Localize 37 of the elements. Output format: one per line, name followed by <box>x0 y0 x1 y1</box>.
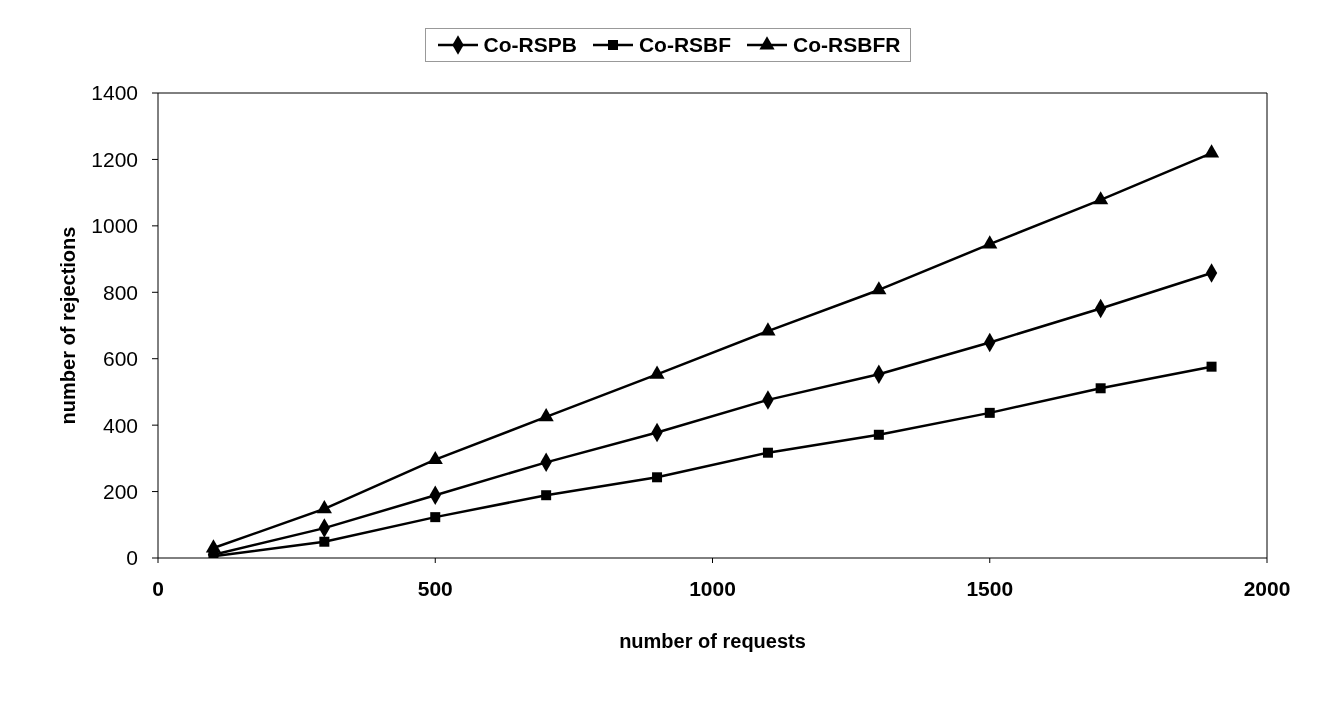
y-axis-title: number of rejections <box>57 226 80 425</box>
x-tick-label: 1500 <box>966 576 1014 600</box>
point <box>652 472 663 483</box>
x-tick-label: 2000 <box>1243 576 1291 600</box>
y-tick-label: 1200 <box>91 147 138 171</box>
point <box>1095 383 1106 394</box>
point <box>205 539 222 553</box>
x-tick-label: 0 <box>152 576 164 600</box>
y-tick-label: 1000 <box>91 214 138 238</box>
y-tick-label: 600 <box>102 347 138 371</box>
point <box>427 450 443 465</box>
y-tick-label: 800 <box>102 280 138 304</box>
point <box>319 536 330 547</box>
point <box>649 365 665 379</box>
point <box>982 235 998 249</box>
point <box>762 447 773 458</box>
point <box>1206 361 1217 372</box>
legend-label: Co-RSPB <box>483 33 577 57</box>
point <box>873 429 884 440</box>
point <box>430 512 441 523</box>
x-tick-label: 1000 <box>689 576 736 600</box>
point <box>541 490 552 501</box>
point <box>1203 144 1220 158</box>
point <box>760 322 776 336</box>
x-axis-title: number of requests <box>619 630 806 652</box>
y-tick-label: 400 <box>102 413 138 437</box>
point <box>316 500 332 514</box>
legend-label: Co-RSBFR <box>793 33 901 57</box>
point <box>984 407 995 418</box>
point <box>1093 191 1109 205</box>
y-tick-label: 200 <box>102 480 138 504</box>
point <box>538 408 554 422</box>
y-tick-label: 0 <box>126 546 138 570</box>
point <box>871 281 887 295</box>
legend-label: Co-RSBF <box>638 33 732 57</box>
x-tick-label: 500 <box>417 576 453 600</box>
y-tick-label: 1400 <box>91 81 138 105</box>
